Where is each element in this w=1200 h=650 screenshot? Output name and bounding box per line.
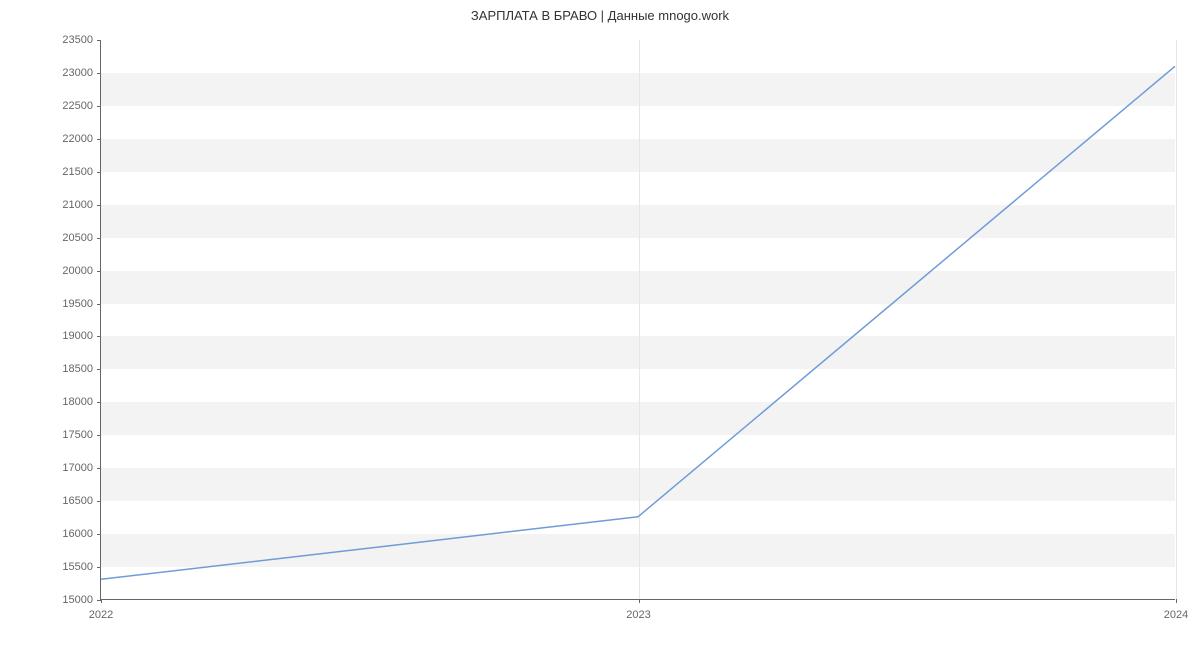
y-tick-label: 21500 bbox=[62, 166, 93, 178]
y-tick-label: 20000 bbox=[62, 265, 93, 277]
y-tick-label: 20500 bbox=[62, 232, 93, 244]
chart-title: ЗАРПЛАТА В БРАВО | Данные mnogo.work bbox=[0, 8, 1200, 23]
y-tick-label: 18000 bbox=[62, 396, 93, 408]
y-tick-label: 16500 bbox=[62, 495, 93, 507]
y-tick-label: 23000 bbox=[62, 67, 93, 79]
x-tick-label: 2024 bbox=[1164, 609, 1188, 621]
plot-area: 2022202320241500015500160001650017000175… bbox=[100, 40, 1175, 600]
y-tick-label: 21000 bbox=[62, 199, 93, 211]
vertical-gridline bbox=[1176, 40, 1177, 599]
y-tick-mark bbox=[97, 600, 101, 601]
y-tick-label: 19000 bbox=[62, 330, 93, 342]
y-tick-label: 22500 bbox=[62, 100, 93, 112]
y-tick-label: 23500 bbox=[62, 34, 93, 46]
y-tick-label: 17000 bbox=[62, 462, 93, 474]
y-tick-label: 18500 bbox=[62, 363, 93, 375]
y-tick-label: 17500 bbox=[62, 429, 93, 441]
x-tick-mark bbox=[1176, 599, 1177, 603]
x-tick-label: 2023 bbox=[626, 609, 650, 621]
x-tick-label: 2022 bbox=[89, 609, 113, 621]
y-tick-label: 15500 bbox=[62, 561, 93, 573]
y-tick-label: 22000 bbox=[62, 133, 93, 145]
y-tick-label: 15000 bbox=[62, 594, 93, 606]
chart-container: ЗАРПЛАТА В БРАВО | Данные mnogo.work 202… bbox=[0, 0, 1200, 650]
y-tick-label: 19500 bbox=[62, 298, 93, 310]
line-series bbox=[101, 40, 1175, 599]
x-tick-mark bbox=[101, 599, 102, 603]
x-tick-mark bbox=[639, 599, 640, 603]
y-tick-label: 16000 bbox=[62, 528, 93, 540]
